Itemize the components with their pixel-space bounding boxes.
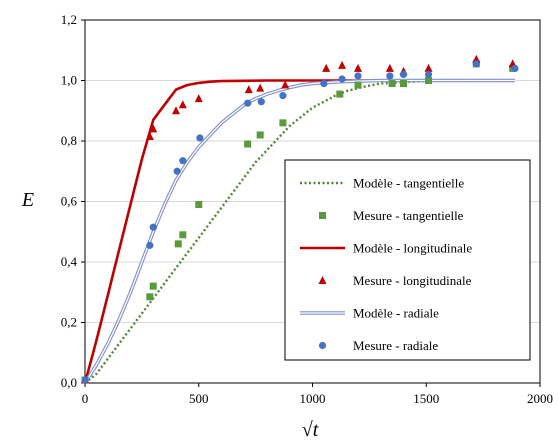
x-tick-label: 1500: [413, 391, 439, 406]
legend-swatch-3: [318, 276, 327, 284]
series-3-point: [281, 80, 290, 89]
series-1-point: [174, 240, 182, 248]
series-5-point: [173, 167, 181, 175]
series-5-point: [511, 64, 519, 72]
series-5-point: [196, 134, 204, 142]
series-3-point: [145, 131, 154, 140]
series-5-point: [257, 98, 265, 106]
y-axis-ticks: 0,0 0,2 0,4 0,6 0,8 1,0 1,2: [61, 12, 85, 390]
series-5-point: [386, 72, 394, 80]
series-5-point: [338, 75, 346, 83]
series-3-point: [194, 94, 203, 103]
series-3-point: [472, 54, 481, 63]
legend-label: Mesure - tangentielle: [353, 208, 464, 223]
y-axis-title: E: [21, 189, 34, 211]
series-1-point: [146, 293, 154, 301]
measurement-points: [81, 54, 519, 384]
series-3-point: [338, 60, 347, 69]
legend-label: Modèle - longitudinale: [353, 241, 472, 256]
series-5-point: [146, 241, 154, 249]
series-5-point: [149, 223, 157, 231]
legend-box: [284, 159, 531, 361]
legend-label: Modèle - radiale: [353, 306, 439, 321]
series-5-point: [279, 92, 287, 100]
legend-swatch-1: [319, 212, 326, 219]
series-5-point: [320, 79, 328, 88]
series-1-point: [388, 80, 396, 88]
series-1-point: [256, 131, 264, 139]
series-0-line: [84, 79, 515, 384]
series-3-point: [385, 63, 394, 72]
legend-swatch-5: [318, 341, 327, 350]
y-tick-label: 0,2: [61, 315, 77, 330]
series-1-point: [195, 201, 203, 209]
series-3-point: [172, 106, 180, 115]
y-tick-label: 0,4: [61, 254, 78, 269]
x-tick-label: 500: [189, 391, 209, 406]
y-tick-label: 0,0: [61, 375, 77, 390]
series-2-line: [83, 79, 515, 384]
series-3-point: [354, 63, 362, 72]
series-5-point: [179, 157, 187, 165]
series-1-point: [279, 119, 287, 127]
x-tick-label: 2000: [527, 391, 553, 406]
series-5-point: [399, 70, 408, 79]
series-3-point: [424, 63, 433, 72]
legend-label: Mesure - longitudinale: [353, 273, 472, 288]
x-tick-label: 1000: [300, 391, 326, 406]
series-1-point: [336, 90, 344, 98]
model-curves: [83, 78, 515, 384]
series-1-point: [425, 77, 433, 84]
legend: Modèle - tangentielle Mesure - tangentiel…: [284, 159, 531, 361]
legend-label: Mesure - radiale: [353, 338, 438, 353]
y-tick-label: 0,6: [61, 194, 78, 209]
series-1-point: [354, 81, 362, 89]
x-axis-title: √t: [302, 419, 319, 441]
series-3-point: [178, 100, 187, 109]
y-tick-label: 1,0: [61, 73, 77, 88]
series-1-point: [149, 282, 157, 290]
y-tick-label: 0,8: [61, 133, 77, 148]
legend-label: Modèle - tangentielle: [353, 176, 464, 191]
series-5-point: [354, 72, 362, 80]
series-5-point: [81, 376, 89, 384]
series-1-point: [179, 231, 187, 239]
y-tick-label: 1,2: [61, 12, 77, 27]
series-1-point: [244, 140, 252, 148]
x-tick-label: 0: [82, 391, 89, 406]
x-axis-ticks: 0 500 1000 1500 2000: [82, 383, 553, 406]
series-3-point: [244, 85, 253, 94]
series-5-point: [424, 70, 433, 79]
series-3-point: [256, 83, 265, 92]
series-4-line-inner: [84, 79, 515, 384]
series-3-point: [149, 124, 158, 133]
series-1-point: [400, 80, 407, 88]
series-3-point: [322, 63, 331, 72]
series-5-point: [472, 60, 480, 68]
series-5-point: [244, 99, 252, 107]
